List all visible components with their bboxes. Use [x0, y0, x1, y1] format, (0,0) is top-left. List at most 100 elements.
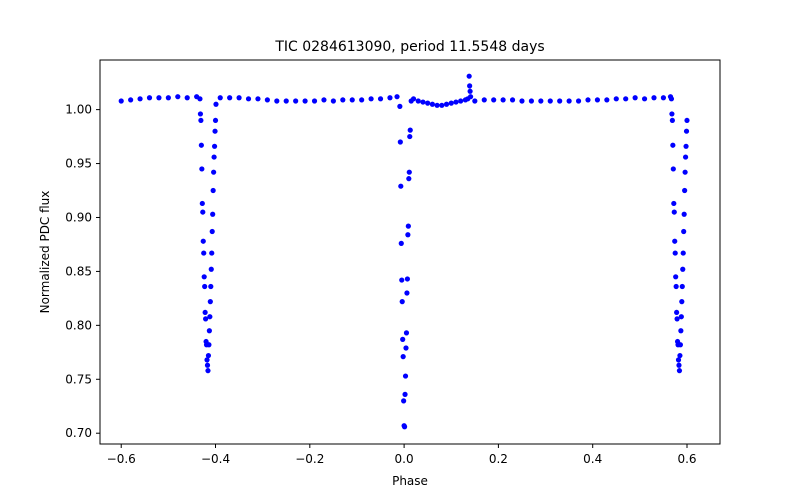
data-point: [678, 328, 684, 334]
data-point: [670, 166, 676, 172]
data-point: [472, 98, 478, 104]
data-point: [210, 211, 216, 217]
data-point: [202, 283, 208, 290]
data-point: [387, 95, 393, 101]
data-point: [575, 98, 582, 104]
y-tick-label: 0.95: [65, 157, 92, 171]
data-point: [458, 98, 464, 104]
data-point: [448, 100, 454, 106]
data-point: [405, 232, 411, 238]
data-point: [156, 95, 162, 101]
x-tick-label: −0.2: [295, 452, 324, 466]
data-point: [217, 95, 223, 101]
data-point: [399, 299, 405, 305]
data-point: [349, 97, 355, 103]
data-point: [205, 352, 212, 359]
data-point: [651, 95, 657, 101]
data-point: [547, 98, 553, 104]
data-point: [402, 373, 409, 379]
data-point: [209, 228, 215, 235]
data-point: [204, 357, 210, 363]
data-point: [206, 328, 212, 334]
data-point: [671, 200, 677, 207]
data-point: [212, 117, 219, 124]
data-point: [359, 97, 365, 103]
data-point: [236, 95, 242, 101]
data-point: [683, 143, 689, 149]
data-point: [671, 209, 677, 215]
data-point: [407, 133, 413, 140]
data-point: [227, 95, 233, 101]
data-point: [202, 309, 208, 316]
data-point: [207, 314, 213, 320]
y-tick-label: 1.00: [65, 103, 92, 117]
data-point: [623, 96, 629, 102]
data-point: [198, 117, 204, 124]
data-point: [377, 96, 384, 102]
data-point: [293, 98, 299, 104]
chart-title: TIC 0284613090, period 11.5548 days: [274, 39, 544, 55]
x-tick-label: −0.6: [107, 452, 136, 466]
y-axis-ticks: 0.70 0.75 0.80 0.85 0.90 0.95 1.00: [65, 103, 100, 440]
data-point: [245, 96, 252, 102]
data-points-layer: [118, 73, 690, 430]
data-point: [680, 250, 686, 256]
data-point: [397, 139, 403, 145]
data-point: [672, 250, 678, 256]
data-point: [680, 266, 686, 272]
data-point: [557, 98, 563, 104]
data-point: [321, 97, 327, 103]
data-point: [175, 94, 181, 100]
y-tick-label: 0.75: [65, 372, 92, 386]
data-point: [213, 101, 219, 107]
x-tick-label: 0.2: [489, 452, 508, 466]
data-point: [443, 101, 450, 107]
data-point: [678, 314, 684, 320]
data-point: [406, 176, 412, 182]
data-point: [404, 290, 410, 296]
data-point: [199, 166, 205, 172]
data-point: [197, 96, 203, 102]
data-point: [420, 99, 426, 105]
data-point: [682, 169, 688, 175]
x-tick-label: 0.6: [677, 452, 696, 466]
data-point: [400, 336, 406, 342]
data-point: [467, 88, 473, 94]
data-point: [538, 98, 544, 104]
data-point: [407, 127, 413, 133]
data-point: [398, 240, 404, 246]
data-point: [211, 169, 217, 175]
data-point: [128, 97, 134, 103]
data-point: [677, 352, 683, 359]
plot-frame: [99, 59, 721, 445]
data-point: [604, 97, 610, 103]
data-point: [466, 73, 472, 79]
data-point: [137, 96, 143, 102]
x-axis-ticks: −0.6 −0.4 −0.2 0.0 0.2 0.4 0.6: [107, 444, 697, 466]
data-point: [405, 223, 411, 229]
data-point: [613, 96, 619, 102]
y-tick-label: 0.80: [65, 318, 92, 332]
data-point: [311, 98, 318, 104]
data-point: [467, 83, 473, 89]
data-point: [403, 345, 409, 351]
data-point: [403, 330, 410, 336]
data-point: [198, 142, 204, 148]
data-point: [401, 424, 408, 430]
data-point: [683, 128, 690, 134]
data-point: [398, 183, 404, 189]
data-point: [669, 111, 675, 117]
data-point: [201, 274, 207, 280]
data-point: [674, 309, 680, 316]
data-point: [211, 154, 217, 160]
data-point: [684, 117, 690, 124]
data-point: [204, 362, 211, 368]
data-point: [200, 238, 206, 244]
data-point: [199, 200, 205, 207]
data-point: [670, 142, 676, 148]
data-point: [453, 99, 459, 105]
data-point: [210, 187, 216, 194]
data-point: [283, 98, 289, 104]
data-point: [406, 169, 412, 175]
